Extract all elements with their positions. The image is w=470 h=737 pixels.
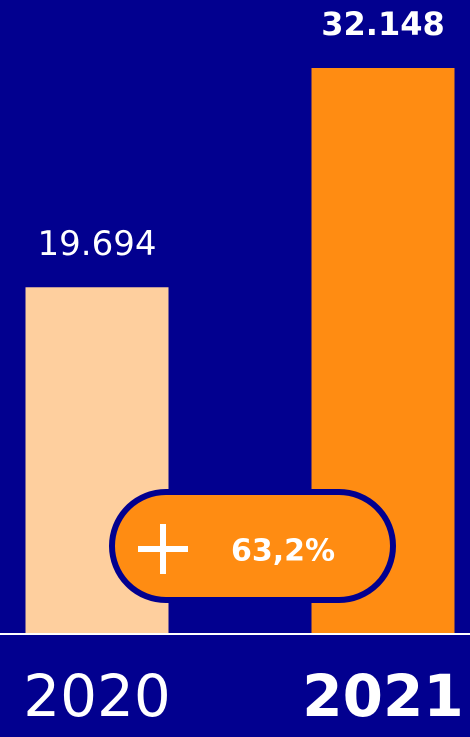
- category-label: 2020: [23, 662, 171, 730]
- value-label: 32.148: [321, 5, 444, 43]
- value-label: 19.694: [38, 224, 157, 264]
- category-label: 2021: [302, 662, 463, 730]
- plus-icon: [138, 524, 188, 574]
- change-label: 63,2%: [231, 534, 335, 569]
- change-badge: [109, 489, 396, 603]
